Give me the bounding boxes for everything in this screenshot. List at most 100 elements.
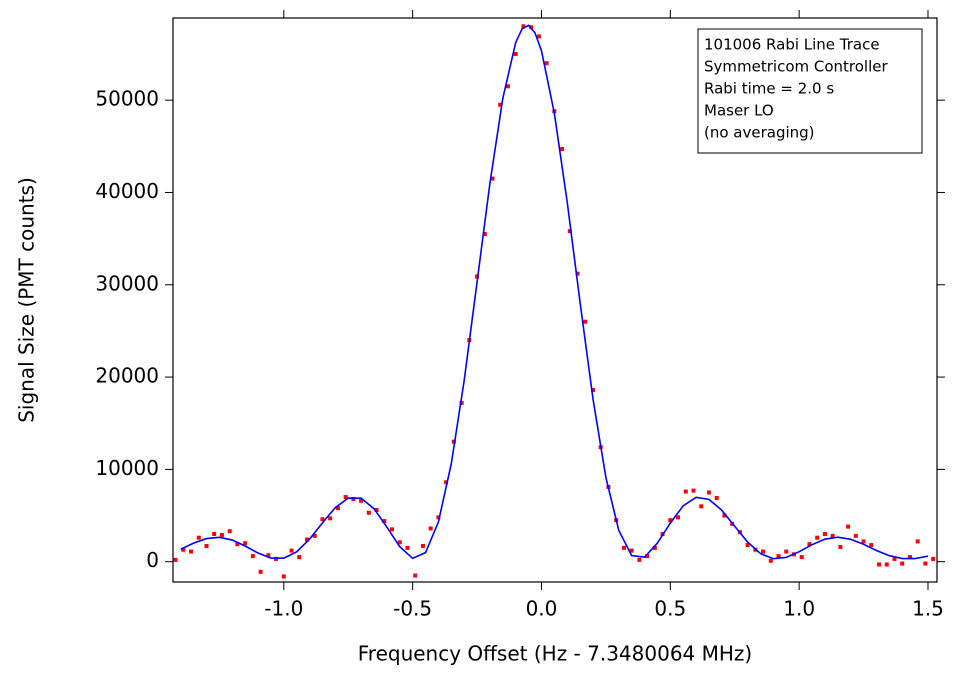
data-point xyxy=(297,555,302,560)
y-axis-title: Signal Size (PMT counts) xyxy=(15,177,39,423)
data-point xyxy=(420,544,425,548)
data-point xyxy=(513,52,518,56)
annotation-text: 101006 Rabi Line Trace xyxy=(704,36,880,54)
x-tick-label: 0.0 xyxy=(526,597,558,621)
annotation-text: Symmetricom Controller xyxy=(704,58,888,76)
data-point xyxy=(436,515,441,520)
data-point xyxy=(544,61,549,66)
data-point xyxy=(567,229,572,234)
data-point xyxy=(521,24,526,29)
data-point xyxy=(451,439,456,444)
data-point xyxy=(637,557,642,562)
x-tick-label: 1.0 xyxy=(783,597,815,621)
data-point xyxy=(846,524,851,529)
annotation-text: Rabi time = 2.0 s xyxy=(704,80,834,98)
data-point xyxy=(459,400,464,405)
data-point xyxy=(645,554,650,559)
data-point xyxy=(227,529,232,534)
data-point xyxy=(343,495,348,500)
data-point xyxy=(328,516,333,521)
fit-line xyxy=(180,24,929,560)
data-point xyxy=(722,513,727,518)
data-point xyxy=(923,561,928,566)
data-point xyxy=(444,480,449,485)
data-point xyxy=(382,519,387,524)
data-point xyxy=(683,489,688,494)
y-tick-label: 10000 xyxy=(95,456,159,480)
data-point xyxy=(258,569,263,574)
data-point xyxy=(397,540,402,545)
y-tick-label: 0 xyxy=(146,548,159,572)
y-tick-label: 30000 xyxy=(95,271,159,295)
data-point xyxy=(776,554,781,559)
data-point xyxy=(652,545,657,550)
data-point xyxy=(621,545,626,550)
data-point xyxy=(575,271,580,276)
data-point xyxy=(807,542,812,547)
data-point xyxy=(629,548,634,553)
data-point xyxy=(181,547,186,552)
data-point xyxy=(250,554,255,559)
data-point xyxy=(304,537,309,542)
data-point xyxy=(335,506,340,511)
y-tick-label: 20000 xyxy=(95,364,159,388)
data-point xyxy=(676,515,681,520)
data-point xyxy=(189,549,194,554)
data-point xyxy=(243,541,248,546)
data-point xyxy=(784,549,789,554)
data-point xyxy=(745,543,750,548)
data-point xyxy=(173,557,178,562)
data-point xyxy=(359,498,364,503)
data-point xyxy=(204,544,209,548)
data-point xyxy=(536,34,541,39)
data-point xyxy=(853,533,858,538)
data-point xyxy=(212,532,217,536)
data-point xyxy=(312,533,317,538)
data-point xyxy=(931,556,936,561)
data-point xyxy=(714,496,719,500)
data-point xyxy=(822,532,827,536)
data-point xyxy=(490,176,495,181)
data-point xyxy=(281,574,286,579)
annotation-text: Maser LO xyxy=(704,102,774,120)
data-point xyxy=(289,548,294,553)
data-point xyxy=(320,517,325,522)
data-point xyxy=(219,532,224,537)
data-point xyxy=(390,527,395,532)
x-tick-label: 0.5 xyxy=(654,597,686,621)
data-point xyxy=(428,526,433,531)
data-point xyxy=(900,561,905,566)
data-point xyxy=(838,544,843,549)
data-point xyxy=(761,549,766,554)
data-point xyxy=(915,539,920,544)
data-point xyxy=(884,562,889,567)
data-point xyxy=(799,555,804,560)
data-point xyxy=(861,539,866,544)
data-point xyxy=(699,504,704,509)
data-point xyxy=(498,102,503,107)
x-tick-label: -1.0 xyxy=(264,597,303,621)
x-axis-title: Frequency Offset (Hz - 7.3480064 MHz) xyxy=(358,642,753,666)
data-point xyxy=(768,558,773,563)
data-point xyxy=(235,542,240,547)
data-point xyxy=(196,535,201,540)
data-point xyxy=(591,388,596,392)
data-point xyxy=(869,543,874,548)
y-tick-label: 40000 xyxy=(95,179,159,203)
annotation-group: 101006 Rabi Line Trace Symmetricom Contro… xyxy=(704,36,888,142)
data-point xyxy=(560,147,565,152)
data-point xyxy=(815,535,820,540)
x-tick-label: 1.5 xyxy=(912,597,944,621)
y-tick-label: 50000 xyxy=(95,87,159,111)
data-point xyxy=(374,508,379,512)
data-point xyxy=(877,562,882,567)
data-point xyxy=(583,319,588,324)
data-point xyxy=(266,553,271,558)
annotation-box xyxy=(697,28,923,154)
data-point xyxy=(892,556,897,561)
data-point xyxy=(366,510,371,515)
data-point xyxy=(413,573,418,578)
plot-frame xyxy=(172,17,938,583)
data-point xyxy=(505,84,510,89)
